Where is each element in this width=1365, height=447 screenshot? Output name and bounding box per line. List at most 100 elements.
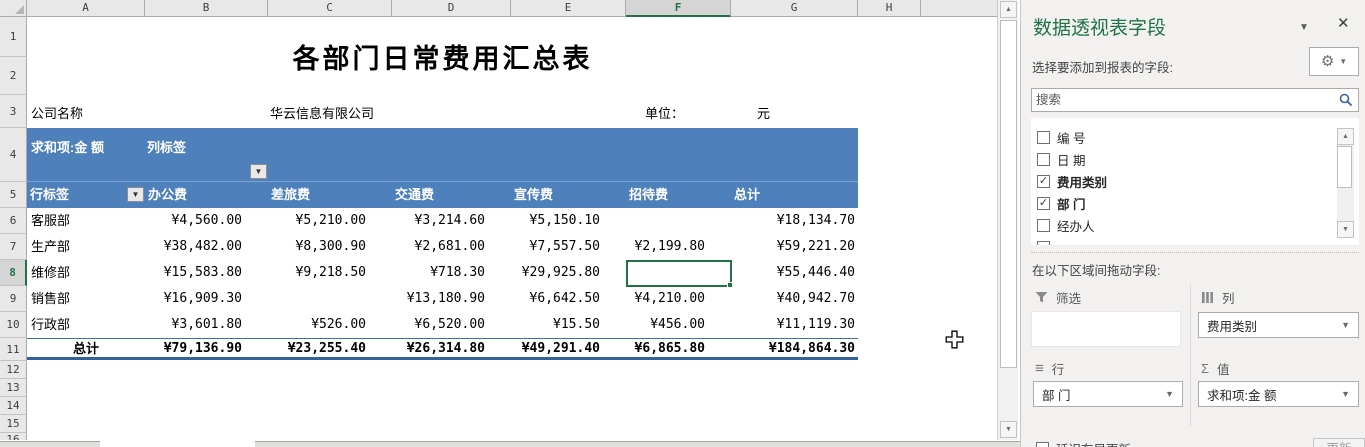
checkbox-unchecked[interactable] [1037,240,1050,245]
value-cell[interactable]: ¥6,520.00 [414,317,485,332]
row-header-6[interactable]: 6 [0,208,27,234]
value-cell[interactable]: ¥40,942.70 [776,291,855,306]
value-cell[interactable]: ¥18,134.70 [776,213,855,228]
value-cell[interactable]: ¥2,199.80 [634,239,705,254]
vertical-scrollbar-thumb[interactable] [1000,20,1017,368]
checkbox-checked[interactable]: ✓ [1037,174,1050,188]
defer-layout-checkbox[interactable] [1036,442,1049,447]
column-header-a[interactable]: A [27,0,145,17]
pill-dropdown-icon[interactable]: ▼ [1341,389,1350,399]
field-scroll-down-button[interactable]: ▼ [1337,221,1354,238]
value-cell[interactable]: ¥2,681.00 [414,239,485,254]
value-cell[interactable]: ¥3,601.80 [171,317,242,332]
column-header-f-selected[interactable]: F [626,0,731,17]
dept-cell[interactable]: 维修部 [31,265,71,280]
pivot-col-header[interactable]: 宣传费 [514,187,554,202]
checkbox-unchecked[interactable] [1037,130,1050,144]
value-cell[interactable]: ¥11,119.30 [776,317,855,332]
column-labels-filter-dropdown[interactable]: ▼ [250,164,267,179]
row-header-9[interactable]: 9 [0,286,27,312]
row-header-11[interactable]: 11 [0,338,27,361]
selected-cell-f8[interactable] [626,260,733,288]
value-cell[interactable]: ¥59,221.20 [776,239,855,254]
pill-dropdown-icon[interactable]: ▼ [1341,320,1350,330]
value-cell[interactable]: ¥4,210.00 [634,291,705,306]
value-cell[interactable]: ¥38,482.00 [163,239,242,254]
filters-drop-zone[interactable] [1031,311,1181,347]
value-cell[interactable]: ¥3,214.60 [414,213,485,228]
value-cell[interactable]: ¥5,210.00 [295,213,366,228]
chevron-down-icon[interactable]: ▼ [1299,22,1309,33]
field-item[interactable]: 日 期 [1031,148,1359,170]
column-header-c[interactable]: C [268,0,392,17]
value-cell[interactable]: ¥8,300.90 [295,239,366,254]
value-cell[interactable]: ¥6,642.50 [529,291,600,306]
fill-handle[interactable] [727,282,733,288]
columns-field-pill[interactable]: 费用类别 ▼ [1198,312,1359,338]
unit-label-cell[interactable]: 单位： [645,106,685,121]
value-cell[interactable]: ¥55,446.40 [776,265,855,280]
values-field-pill[interactable]: 求和项:金 额 ▼ [1198,381,1359,407]
dept-cell[interactable]: 客服部 [31,213,71,228]
field-item[interactable]: 编 号 [1031,126,1359,148]
value-cell[interactable]: ¥29,925.80 [521,265,600,280]
horizontal-scrollbar-area[interactable] [255,441,1020,447]
company-label-cell[interactable]: 公司名称 [31,106,84,121]
grand-total-label-cell[interactable]: 总计 [72,341,99,356]
total-value-cell[interactable]: ¥79,136.90 [163,341,242,356]
pivot-col-header[interactable]: 招待费 [629,187,669,202]
tab-nav-area[interactable] [0,441,100,447]
column-header-d[interactable]: D [392,0,511,17]
value-cell[interactable]: ¥718.30 [430,265,485,280]
dept-cell[interactable]: 销售部 [31,291,71,306]
pivot-col-header[interactable]: 办公费 [148,187,188,202]
value-cell[interactable]: ¥13,180.90 [406,291,485,306]
total-value-cell[interactable]: ¥23,255.40 [287,341,366,356]
tools-gear-button[interactable]: ⚙ ▼ [1309,47,1359,76]
row-header-2[interactable]: 2 [0,57,27,95]
company-name-cell[interactable]: 华云信息有限公司 [270,106,375,121]
pivot-measure-cell[interactable]: 求和项:金 额 [31,140,104,155]
search-input[interactable] [1031,88,1359,112]
row-header-15[interactable]: 15 [0,415,27,433]
value-cell[interactable] [626,208,731,234]
value-cell[interactable]: ¥15,583.80 [163,265,242,280]
row-header-7[interactable]: 7 [0,234,27,260]
scroll-down-button[interactable]: ▼ [1000,421,1017,438]
scroll-up-button[interactable]: ▲ [1000,1,1017,18]
column-header-h[interactable]: H [858,0,921,17]
column-header-g[interactable]: G [731,0,858,17]
pivot-col-header[interactable]: 差旅费 [271,187,311,202]
field-scroll-up-button[interactable]: ▲ [1337,128,1354,145]
checkbox-unchecked[interactable] [1037,152,1050,166]
column-header-e[interactable]: E [511,0,626,17]
field-item[interactable]: ✓ 费用类别 [1031,170,1359,192]
dept-cell[interactable]: 生产部 [31,239,71,254]
pivot-col-header[interactable]: 交通费 [395,187,435,202]
row-header-8-selected[interactable]: 8 [0,260,27,286]
select-all-corner[interactable] [0,0,27,17]
row-labels-filter-dropdown[interactable]: ▼ [127,187,144,202]
value-cell[interactable]: ¥7,557.50 [529,239,600,254]
value-cell[interactable] [268,286,392,312]
total-value-cell[interactable]: ¥184,864.30 [768,341,855,356]
field-item[interactable]: 经办人 [1031,214,1359,236]
unit-value-cell[interactable]: 元 [757,106,771,121]
row-header-12[interactable]: 12 [0,361,27,379]
update-button[interactable]: 更新 [1313,438,1365,447]
field-scrollbar-thumb[interactable] [1337,146,1352,188]
value-cell[interactable]: ¥526.00 [311,317,366,332]
row-header-3[interactable]: 3 [0,95,27,128]
value-cell[interactable]: ¥456.00 [650,317,705,332]
checkbox-unchecked[interactable] [1037,218,1050,232]
value-cell[interactable]: ¥9,218.50 [295,265,366,280]
value-cell[interactable]: ¥5,150.10 [529,213,600,228]
value-cell[interactable]: ¥16,909.30 [163,291,242,306]
row-header-14[interactable]: 14 [0,397,27,415]
sheet-title-cell[interactable]: 各部门日常费用汇总表 [292,43,593,75]
column-header-b[interactable]: B [145,0,268,17]
dept-cell[interactable]: 行政部 [31,317,71,332]
field-item-partial[interactable] [1031,236,1359,245]
checkbox-checked[interactable]: ✓ [1037,196,1050,210]
row-header-10[interactable]: 10 [0,312,27,338]
